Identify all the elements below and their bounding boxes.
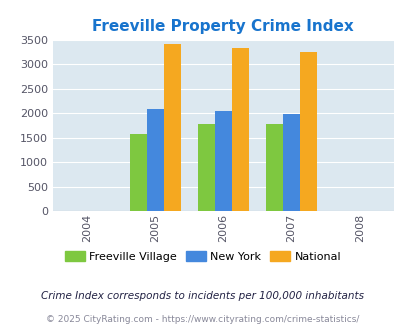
Bar (265, 124, 282, 211)
Bar (282, 114, 299, 211)
Text: Crime Index corresponds to incidents per 100,000 inhabitants: Crime Index corresponds to incidents per… (41, 291, 364, 301)
Bar (299, 52, 316, 211)
Bar (197, 124, 214, 211)
Bar (163, 44, 180, 211)
Bar (231, 48, 248, 211)
Bar (146, 109, 163, 211)
Bar (129, 134, 146, 211)
Text: © 2025 CityRating.com - https://www.cityrating.com/crime-statistics/: © 2025 CityRating.com - https://www.city… (46, 315, 359, 324)
Bar (214, 111, 231, 211)
Legend: Freeville Village, New York, National: Freeville Village, New York, National (60, 247, 345, 267)
Title: Freeville Property Crime Index: Freeville Property Crime Index (92, 19, 353, 34)
